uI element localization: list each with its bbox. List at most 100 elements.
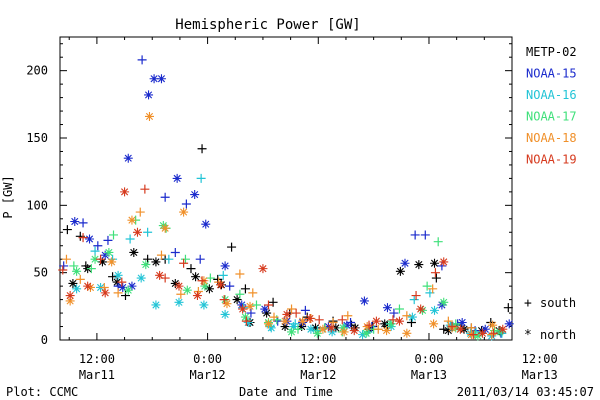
x-tick-date-label: Mar12: [300, 368, 336, 382]
y-tick-label: 150: [26, 131, 48, 145]
north-marker: [200, 281, 210, 291]
north-marker: [429, 319, 439, 329]
north-marker: [85, 282, 95, 292]
north-marker: [312, 328, 322, 338]
south-marker: [179, 258, 189, 268]
north-marker: [129, 247, 139, 257]
y-tick-label: 200: [26, 64, 48, 78]
south-marker: [156, 250, 166, 260]
south-marker: [197, 276, 207, 286]
north-marker: [85, 234, 95, 244]
south-marker: [227, 242, 237, 252]
south-marker: [103, 235, 113, 245]
marker-legend: + south * north: [524, 296, 576, 343]
south-marker: [219, 295, 229, 305]
south-marker: [181, 199, 191, 209]
south-marker: [143, 227, 153, 237]
north-marker: [361, 328, 371, 338]
south-marker: [433, 237, 443, 247]
north-marker: [144, 111, 154, 121]
south-marker: [268, 297, 278, 307]
north-marker: [118, 282, 128, 292]
north-marker: [174, 297, 184, 307]
north-marker: [455, 324, 465, 334]
north-marker: [262, 308, 272, 318]
north-marker: [386, 319, 396, 329]
y-axis-label: P [GW]: [1, 175, 15, 218]
north-marker: [158, 221, 168, 231]
north-marker: [65, 296, 75, 306]
north-marker: [305, 313, 315, 323]
north-marker: [144, 90, 154, 100]
north-marker: [72, 284, 82, 294]
north-marker: [327, 327, 337, 337]
south-marker: [218, 270, 228, 280]
north-marker: [100, 288, 110, 298]
north-marker: [136, 273, 146, 283]
legend-entry: NOAA-16: [526, 88, 577, 102]
south-marker: [108, 272, 118, 282]
north-marker: [400, 258, 410, 268]
y-axis: 0 50 100 150 200: [26, 43, 512, 347]
north-marker: [323, 322, 333, 332]
south-marker: [287, 304, 297, 314]
north-marker: [280, 316, 290, 326]
north-marker: [430, 305, 440, 315]
y-tick-label: 100: [26, 198, 48, 212]
x-axis: 12:00 Mar11 0:00 Mar12 12:00 Mar12 0:00 Mar13 12…: [68, 37, 558, 382]
north-marker: [488, 320, 498, 330]
plot-frame: [59, 36, 513, 341]
south-marker: [99, 282, 109, 292]
north-marker: [216, 280, 226, 290]
south-marker: [90, 246, 100, 256]
north-marker: [311, 323, 321, 333]
x-tick-time-label: 12:00: [300, 352, 336, 366]
north-marker: [127, 215, 137, 225]
north-marker: [288, 322, 298, 332]
series-noaa-18: [61, 111, 498, 340]
north-marker: [394, 316, 404, 326]
legend-entry: NOAA-19: [526, 153, 577, 167]
south-marker: [240, 284, 250, 294]
south-marker: [447, 322, 457, 332]
north-marker: [190, 190, 200, 200]
south-marker: [343, 311, 353, 321]
north-marker: [220, 309, 230, 319]
south-marker: [93, 241, 103, 251]
south-marker: [140, 184, 150, 194]
south-marker: [388, 315, 398, 325]
south-marker: [62, 225, 72, 235]
north-marker: [382, 303, 392, 313]
south-marker: [125, 234, 135, 244]
north-marker: [132, 227, 142, 237]
north-marker: [232, 295, 242, 305]
north-marker: [338, 323, 348, 333]
series-noaa-19: [58, 184, 508, 340]
x-tick-date-label: Mar12: [190, 368, 226, 382]
north-marker: [151, 300, 161, 310]
north-marker: [179, 207, 189, 217]
legend-entry: NOAA-17: [526, 110, 577, 124]
x-tick-date-label: Mar13: [522, 368, 558, 382]
south-marker: [443, 316, 453, 326]
south-marker: [75, 274, 85, 284]
series-layer: [58, 55, 514, 341]
south-marker: [409, 295, 419, 305]
north-marker: [414, 260, 424, 270]
north-marker: [68, 278, 78, 288]
south-marker: [180, 254, 190, 264]
legend-entry: NOAA-18: [526, 131, 577, 145]
north-marker: [220, 261, 230, 271]
south-marker: [160, 192, 170, 202]
x-tick-date-label: Mar13: [411, 368, 447, 382]
south-marker: [59, 261, 69, 271]
series-noaa-17: [69, 215, 505, 341]
south-marker: [314, 315, 324, 325]
north-marker: [149, 74, 159, 84]
south-marker: [164, 254, 174, 264]
north-marker: [342, 320, 352, 330]
north-marker: [287, 327, 297, 337]
north-marker: [151, 257, 161, 267]
north-marker: [90, 254, 100, 264]
